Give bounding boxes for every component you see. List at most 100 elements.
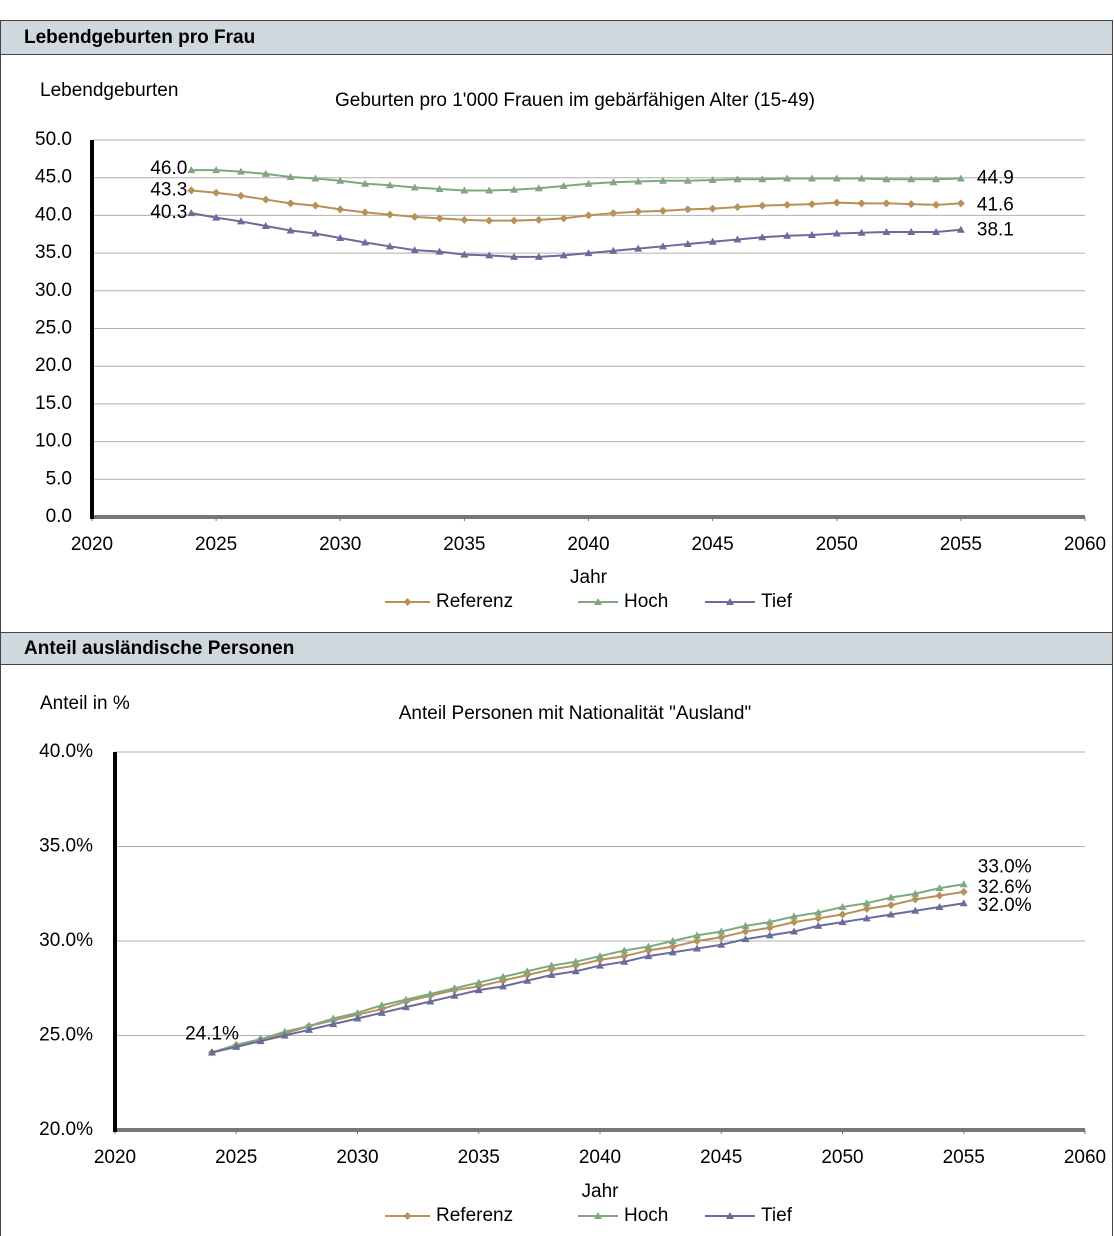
marker bbox=[733, 203, 742, 212]
marker bbox=[584, 179, 593, 187]
marker bbox=[857, 228, 866, 236]
marker bbox=[385, 242, 394, 250]
marker bbox=[305, 1022, 313, 1030]
marker bbox=[261, 195, 270, 204]
marker bbox=[187, 166, 196, 174]
legend-marker bbox=[594, 598, 602, 605]
x-axis-label: Jahr bbox=[582, 1181, 620, 1202]
marker bbox=[460, 250, 469, 258]
data-label: 38.1 bbox=[977, 220, 1014, 241]
marker bbox=[474, 986, 483, 994]
marker bbox=[212, 166, 221, 174]
marker bbox=[450, 991, 459, 999]
marker bbox=[450, 984, 459, 992]
x-tick-label: 2055 bbox=[940, 534, 982, 555]
marker bbox=[187, 209, 196, 217]
marker bbox=[683, 176, 692, 184]
marker bbox=[286, 199, 295, 208]
marker bbox=[683, 240, 692, 248]
marker bbox=[329, 1014, 338, 1022]
legend-marker bbox=[726, 1212, 734, 1219]
marker bbox=[311, 229, 320, 237]
y-tick-label: 20.0% bbox=[39, 1119, 93, 1140]
marker bbox=[765, 923, 774, 932]
marker bbox=[261, 169, 270, 177]
marker bbox=[956, 199, 965, 208]
marker bbox=[668, 942, 677, 951]
marker bbox=[410, 183, 419, 191]
marker bbox=[814, 921, 823, 929]
data-label: 40.3 bbox=[150, 202, 187, 223]
marker bbox=[510, 216, 519, 225]
marker bbox=[644, 942, 653, 950]
y-axis-label: Lebendgeburten bbox=[40, 80, 178, 101]
marker bbox=[510, 185, 519, 193]
marker bbox=[609, 178, 618, 186]
panel-frame bbox=[0, 20, 1113, 633]
marker bbox=[717, 927, 726, 935]
marker bbox=[634, 177, 643, 185]
marker bbox=[862, 899, 871, 907]
marker bbox=[336, 205, 345, 214]
legend-label: Tief bbox=[761, 1205, 793, 1226]
legend-marker bbox=[403, 1212, 412, 1220]
marker bbox=[584, 249, 593, 257]
marker bbox=[733, 175, 742, 183]
marker bbox=[385, 181, 394, 189]
x-tick-label: 2035 bbox=[443, 534, 485, 555]
data-label: 46.0 bbox=[150, 158, 187, 179]
y-tick-label: 5.0 bbox=[46, 468, 72, 489]
marker bbox=[426, 997, 435, 1005]
marker bbox=[534, 184, 543, 192]
marker bbox=[402, 995, 410, 1003]
marker bbox=[634, 207, 643, 216]
marker bbox=[280, 1027, 289, 1035]
y-tick-label: 35.0% bbox=[39, 836, 93, 857]
marker bbox=[758, 175, 767, 183]
header-title: Anteil ausländische Personen bbox=[24, 638, 294, 659]
marker bbox=[887, 901, 895, 910]
marker bbox=[212, 213, 221, 221]
marker bbox=[208, 1048, 216, 1056]
header-title: Lebendgeburten pro Frau bbox=[24, 27, 255, 48]
series-line bbox=[191, 212, 961, 258]
marker bbox=[783, 231, 792, 239]
series-line bbox=[211, 883, 964, 1054]
marker bbox=[783, 174, 792, 182]
x-tick-label: 2025 bbox=[195, 534, 237, 555]
marker bbox=[693, 944, 701, 952]
marker bbox=[814, 908, 823, 916]
y-tick-label: 15.0 bbox=[35, 393, 72, 414]
x-tick-label: 2060 bbox=[1064, 534, 1106, 555]
marker bbox=[956, 174, 965, 182]
marker bbox=[523, 976, 532, 984]
marker bbox=[838, 910, 847, 919]
marker bbox=[887, 910, 895, 918]
marker bbox=[693, 937, 701, 945]
marker bbox=[741, 921, 750, 929]
x-tick-label: 2045 bbox=[700, 1147, 742, 1168]
y-tick-label: 25.0% bbox=[39, 1025, 93, 1046]
marker bbox=[361, 238, 370, 246]
x-tick-label: 2035 bbox=[458, 1147, 500, 1168]
marker bbox=[911, 895, 920, 904]
marker bbox=[353, 1014, 362, 1022]
legend-marker bbox=[726, 598, 734, 605]
marker bbox=[882, 227, 891, 235]
panel-frame bbox=[0, 632, 1113, 1236]
marker bbox=[620, 957, 629, 965]
marker bbox=[907, 175, 916, 183]
marker bbox=[932, 175, 941, 183]
marker bbox=[907, 200, 916, 209]
marker bbox=[353, 1008, 362, 1016]
marker bbox=[435, 214, 444, 223]
marker bbox=[547, 961, 556, 969]
marker bbox=[460, 186, 469, 194]
x-tick-label: 2055 bbox=[943, 1147, 985, 1168]
legend-label: Tief bbox=[761, 591, 793, 612]
y-tick-label: 30.0 bbox=[35, 280, 72, 301]
marker bbox=[807, 200, 816, 209]
marker bbox=[758, 201, 767, 210]
marker bbox=[547, 971, 556, 979]
